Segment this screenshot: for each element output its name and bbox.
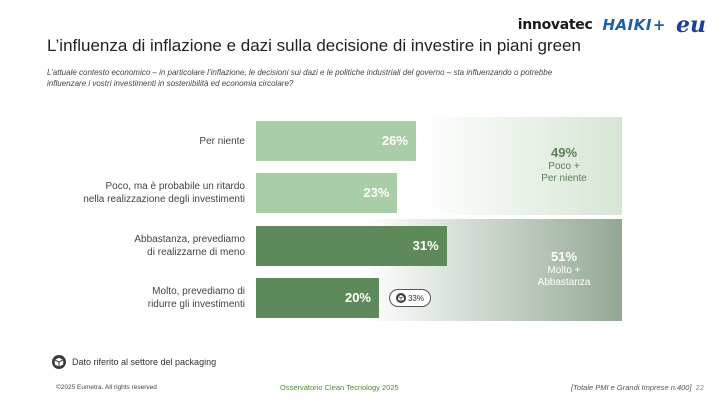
eu-logo: eu [676,12,706,38]
group-total-label-line: Molto + [547,265,581,276]
category-label-line: Molto, prevediamo di [152,286,245,297]
group-total-poco-per-niente: 49% Poco + Per niente [520,145,608,185]
bar-value-label: 20% [344,290,371,305]
logo-group: innovatec HAIKI+ eu [518,12,706,38]
packaging-badge-value: 33% [407,293,424,303]
bar-value-label: 23% [363,185,390,200]
bar-0 [256,121,416,161]
bar-3 [256,278,379,318]
group-total-label-line: Per niente [541,173,587,184]
category-label-line: Abbastanza, prevediamo [134,234,245,245]
page-subtitle: L’attuale contesto economico – in partic… [47,68,553,88]
category-label-line: Poco, ma è probabile un ritardo [105,181,245,192]
group-total-pct: 49% [550,145,578,160]
category-label-line: ridurre gli investimenti [147,299,245,310]
bar-2 [256,226,447,266]
page-number: 22 [695,383,704,392]
packaging-legend: Dato riferito al settore del packaging [52,355,216,369]
group-total-pct: 51% [550,249,578,264]
haiki-logo-text: HAIKI [602,16,652,34]
package-icon [395,293,406,303]
group-total-label-line: Abbastanza [537,277,591,288]
haiki-logo: HAIKI+ [602,16,666,34]
page-title: L’influenza di inflazione e dazi sulla d… [47,36,581,55]
haiki-logo-plus: + [652,16,666,34]
category-label: Per niente [199,135,245,148]
bar-value-label: 31% [412,238,439,253]
category-label: Poco, ma è probabile un ritardo nella rea… [83,180,245,206]
footer-center: Osservatorio Clean Tecnology 2025 [280,383,399,392]
category-label-line: di realizzarne di meno [147,247,245,258]
bar-value-label: 26% [381,133,408,148]
innovatec-logo: innovatec [517,17,593,33]
package-icon [52,355,66,369]
footer-right: [Totale PMI e Grandi Imprese n.400] 22 [571,383,704,392]
bar-1 [256,173,398,213]
footer-copyright: ©2025 Eumetra. All rights reserved [56,384,157,391]
packaging-badge: 33% [389,289,431,307]
footer-sample-note: [Totale PMI e Grandi Imprese n.400] [570,383,692,392]
category-label-line: Per niente [199,135,245,147]
group-total-molto-abbastanza: 51% Molto + Abbastanza [520,249,608,289]
packaging-legend-text: Dato riferito al settore del packaging [72,357,217,367]
group-total-label-line: Poco + [548,161,580,172]
category-label: Molto, prevediamo di ridurre gli investim… [148,285,245,311]
category-label: Abbastanza, prevediamo di realizzarne di … [134,233,245,259]
category-label-line: nella realizzazione degli investimenti [83,194,245,205]
